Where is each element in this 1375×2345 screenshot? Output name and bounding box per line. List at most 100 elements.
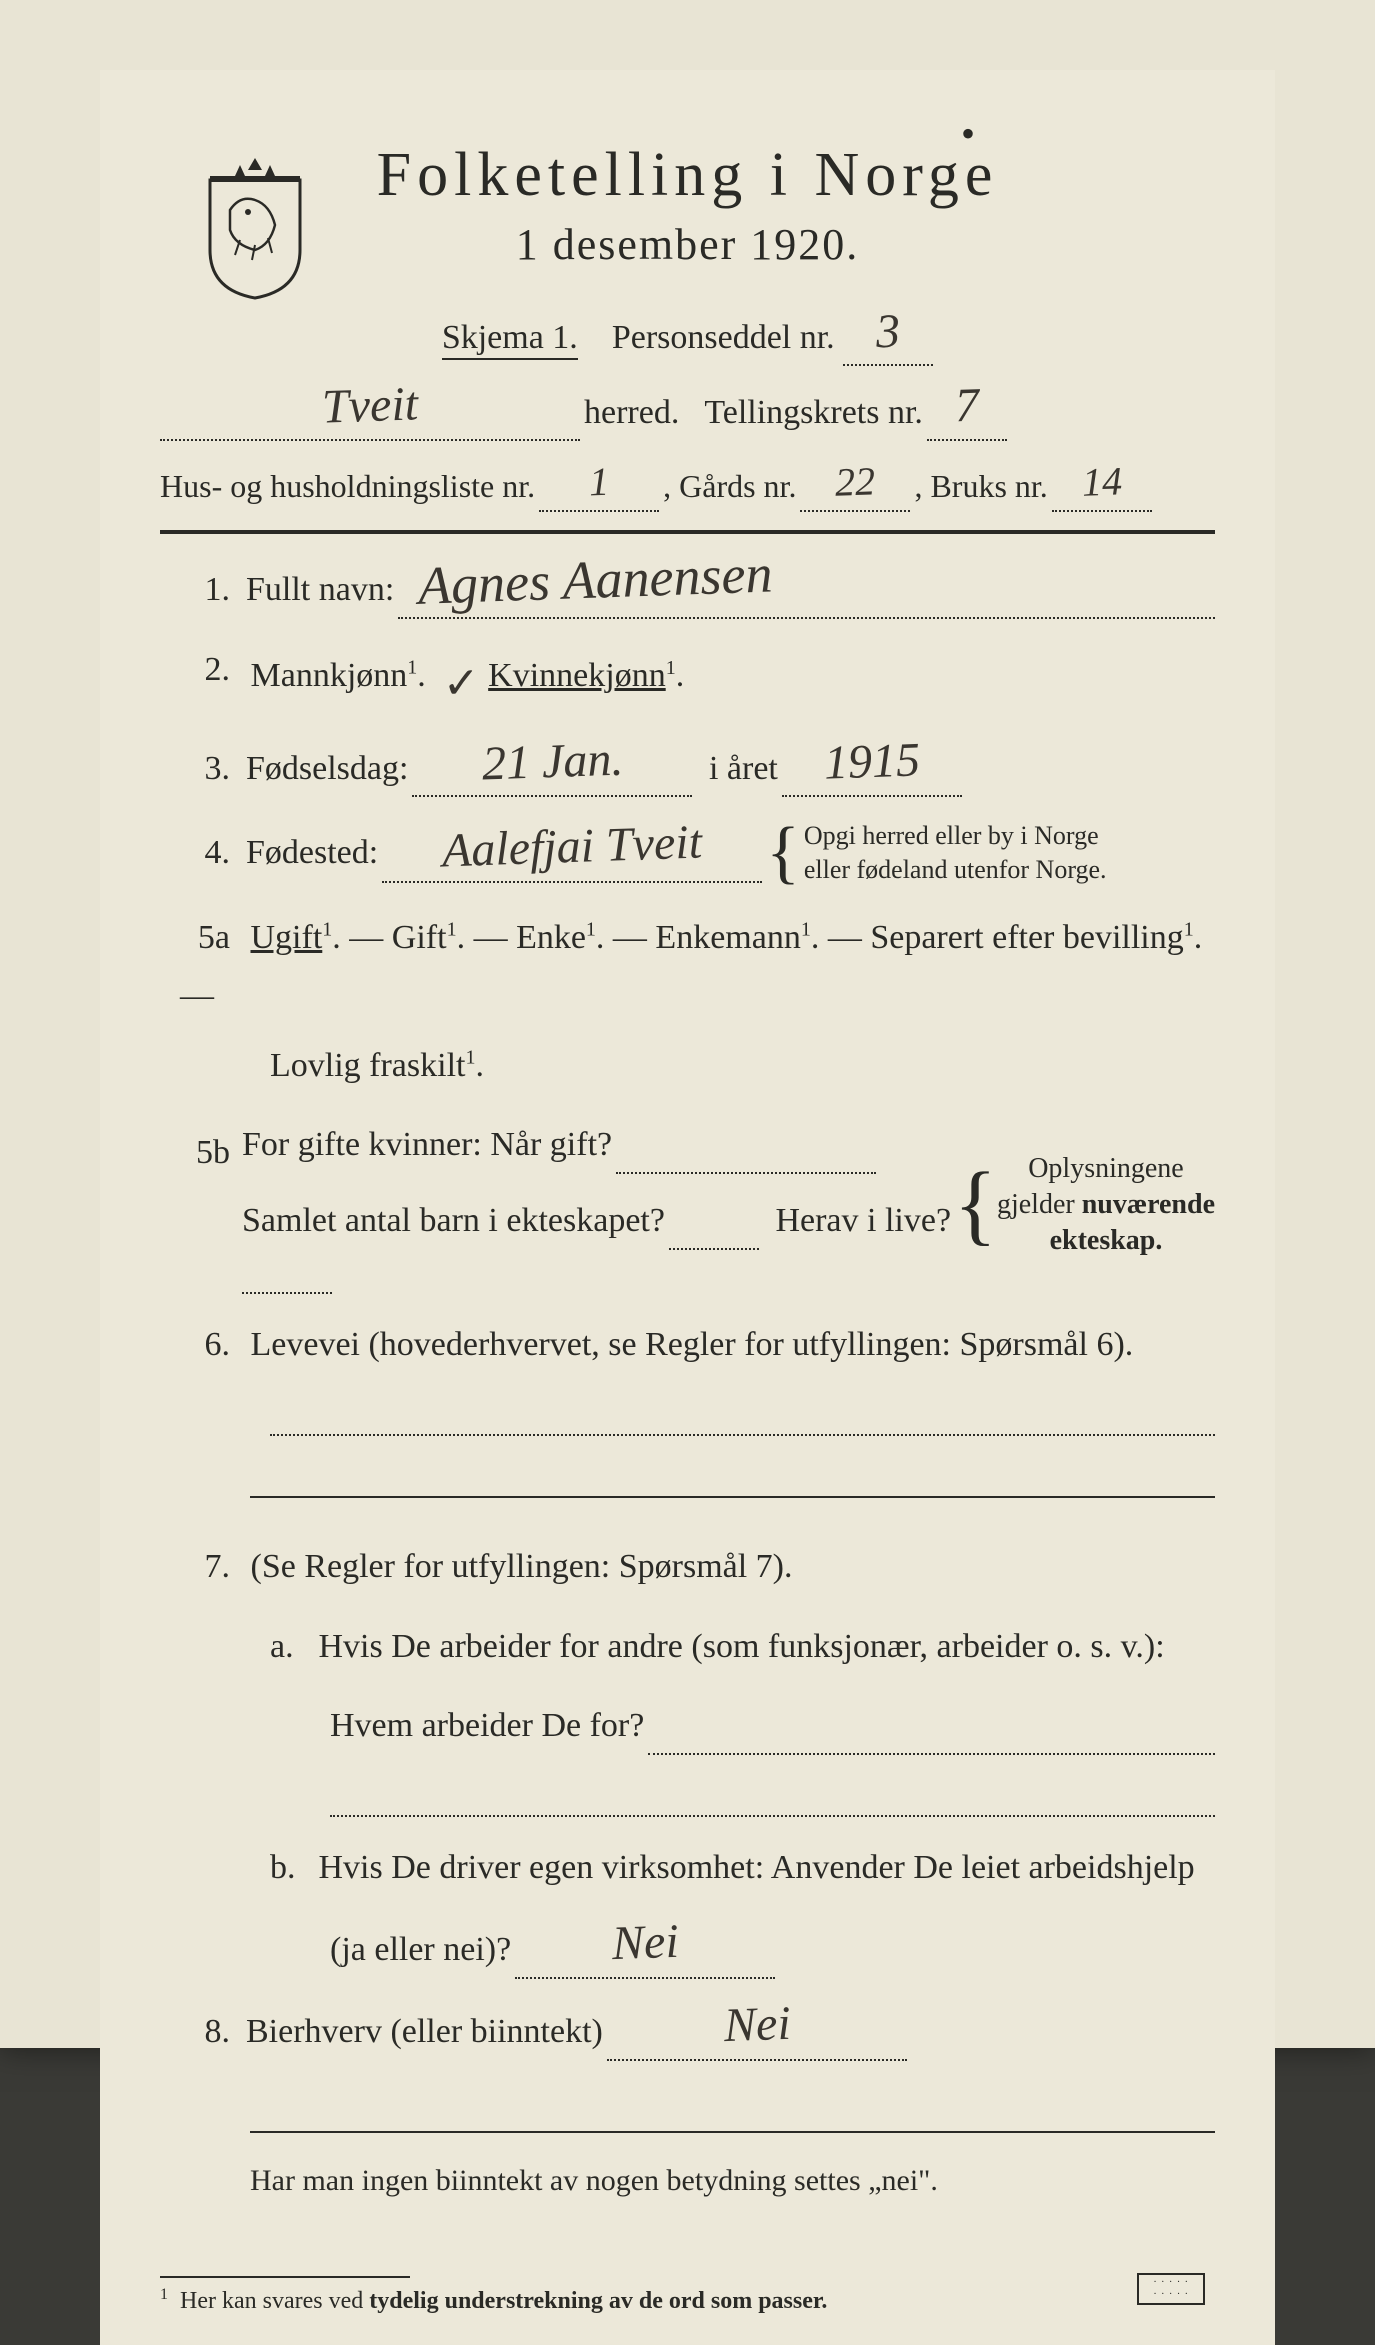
document-header: Folketelling i Norge 1 desember 1920. bbox=[160, 140, 1215, 270]
meta-row-2: Tveit herred. Tellingskrets nr. 7 bbox=[160, 384, 1215, 440]
q5b-num: 5b bbox=[180, 1124, 242, 1182]
question-2: 2. Mannkjønn1. ✓ Kvinnekjønn1. bbox=[160, 641, 1215, 716]
question-7b: b. Hvis De driver egen virksomhet: Anven… bbox=[160, 1839, 1215, 1897]
q2-kvinne: Kvinnekjønn bbox=[488, 657, 666, 694]
q5a-enke: Enke bbox=[516, 919, 586, 956]
q7-intro: (Se Regler for utfyllingen: Spørsmål 7). bbox=[251, 1548, 793, 1585]
q5b-label1: For gifte kvinner: Når gift? bbox=[242, 1116, 612, 1174]
q5b-field3 bbox=[242, 1254, 332, 1294]
question-4: 4. Fødested: Aalefjai Tveit { Opgi herre… bbox=[160, 819, 1215, 887]
q3-label: Fødselsdag: bbox=[246, 740, 408, 798]
crest-svg bbox=[200, 150, 310, 300]
question-5b: 5b For gifte kvinner: Når gift? Samlet a… bbox=[160, 1116, 1215, 1294]
q4-note: Opgi herred eller by i Norge eller fødel… bbox=[804, 819, 1107, 887]
husliste-value: 1 bbox=[589, 463, 610, 500]
q5a-num: 5a bbox=[180, 909, 242, 967]
q1-field: Agnes Aanensen bbox=[398, 556, 1215, 619]
q8-value: Nei bbox=[723, 2002, 791, 2047]
q5a-gift: Gift bbox=[392, 919, 447, 956]
q8-num: 8. bbox=[180, 2003, 242, 2061]
q3-day-value: 21 Jan. bbox=[481, 737, 624, 785]
gards-field: 22 bbox=[800, 459, 910, 512]
question-1: 1. Fullt navn: Agnes Aanensen bbox=[160, 556, 1215, 619]
q5b-label3: Herav i live? bbox=[775, 1192, 951, 1250]
q5b-line1: For gifte kvinner: Når gift? bbox=[242, 1116, 954, 1174]
meta-row-3: Hus- og husholdningsliste nr. 1 , Gårds … bbox=[160, 459, 1215, 512]
q1-label: Fullt navn: bbox=[246, 561, 394, 619]
q5b-field1 bbox=[616, 1134, 876, 1174]
q6-label: Levevei (hovederhvervet, se Regler for u… bbox=[251, 1326, 1134, 1363]
footnote-text2: tydelig understrekning av de ord som pas… bbox=[369, 2288, 827, 2314]
question-7: 7. (Se Regler for utfyllingen: Spørsmål … bbox=[160, 1538, 1215, 1596]
tellingskrets-label: Tellingskrets nr. bbox=[704, 386, 923, 440]
q5a-enkemann: Enkemann bbox=[655, 919, 800, 956]
q4-value: Aalefjai Tveit bbox=[442, 821, 703, 873]
tellingskrets-field: 7 bbox=[927, 384, 1007, 440]
printer-stamp: · · · · ·· · · · · bbox=[1137, 2273, 1205, 2305]
footnote-marker: 1 bbox=[160, 2286, 168, 2303]
bottom-note: Har man ingen biinntekt av nogen betydni… bbox=[160, 2155, 1215, 2206]
divider-1 bbox=[160, 530, 1215, 534]
q6-blank1 bbox=[160, 1396, 1215, 1436]
q7a-num: a. bbox=[270, 1618, 310, 1676]
q5a-ugift: Ugift bbox=[251, 919, 323, 956]
divider-bottom bbox=[250, 2131, 1215, 2133]
q3-year-field: 1915 bbox=[782, 738, 962, 798]
herred-field: Tveit bbox=[160, 384, 580, 440]
q5b-line2: Samlet antal barn i ekteskapet? Herav i … bbox=[242, 1192, 954, 1294]
footnote-text1: Her kan svares ved bbox=[180, 2288, 369, 2314]
q4-note-line1: Opgi herred eller by i Norge bbox=[804, 821, 1099, 850]
q7b-field: Nei bbox=[515, 1919, 775, 1979]
paper-surface: • Folketelling i Norge 1 desember 1920. … bbox=[100, 70, 1275, 2345]
bruks-label: , Bruks nr. bbox=[914, 461, 1047, 512]
q7b-text1: Hvis De driver egen virksomhet: Anvender… bbox=[319, 1849, 1195, 1886]
document-title: Folketelling i Norge bbox=[160, 140, 1215, 211]
question-7a: a. Hvis De arbeider for andre (som funks… bbox=[160, 1618, 1215, 1676]
q7a-text2: Hvem arbeider De for? bbox=[330, 1697, 644, 1755]
q5b-note: Oplysningene gjelder nuværende ekteskap. bbox=[997, 1151, 1215, 1260]
q4-field: Aalefjai Tveit bbox=[382, 823, 762, 883]
q7a-field bbox=[648, 1715, 1215, 1755]
q3-day-field: 21 Jan. bbox=[412, 738, 692, 798]
bruks-field: 14 bbox=[1052, 459, 1152, 512]
gards-value: 22 bbox=[835, 463, 876, 500]
q4-bracket: { bbox=[766, 825, 800, 881]
q5b-note3: ekteskap. bbox=[1050, 1225, 1163, 1256]
footnote-area: 1 Her kan svares ved tydelig understrekn… bbox=[160, 2266, 1215, 2315]
personseddel-nr-value: 3 bbox=[875, 310, 900, 354]
personseddel-label: Personseddel nr. bbox=[612, 319, 835, 356]
q1-num: 1. bbox=[180, 561, 242, 619]
skjema-label: Skjema 1. bbox=[442, 319, 578, 360]
herred-value: Tveit bbox=[321, 383, 418, 430]
personseddel-nr-field: 3 bbox=[843, 310, 933, 366]
q7-num: 7. bbox=[180, 1538, 242, 1596]
q3-num: 3. bbox=[180, 740, 242, 798]
q6-line bbox=[250, 1496, 1215, 1498]
q4-label: Fødested: bbox=[246, 824, 378, 882]
q8-field: Nei bbox=[607, 2001, 907, 2061]
question-6: 6. Levevei (hovederhvervet, se Regler fo… bbox=[160, 1316, 1215, 1374]
q7b-text2: (ja eller nei)? bbox=[330, 1921, 511, 1979]
q5b-note2: gjelder nuværende bbox=[997, 1189, 1215, 1220]
question-7b-line2: (ja eller nei)? Nei bbox=[160, 1919, 1215, 1979]
q5b-note1: Oplysningene bbox=[1028, 1153, 1184, 1184]
question-7a-line2: Hvem arbeider De for? bbox=[160, 1697, 1215, 1755]
coat-of-arms-icon bbox=[200, 150, 310, 300]
gards-label: , Gårds nr. bbox=[663, 461, 796, 512]
question-5a-cont: Lovlig fraskilt1. bbox=[160, 1037, 1215, 1095]
q7a-text1: Hvis De arbeider for andre (som funksjon… bbox=[319, 1628, 1165, 1665]
q4-num: 4. bbox=[180, 824, 242, 882]
q5a-fraskilt: Lovlig fraskilt bbox=[270, 1047, 465, 1084]
q5b-body: For gifte kvinner: Når gift? Samlet anta… bbox=[242, 1116, 954, 1294]
question-3: 3. Fødselsdag: 21 Jan. i året 1915 bbox=[160, 738, 1215, 798]
herred-label: herred. bbox=[584, 386, 679, 440]
q5b-brace: { bbox=[954, 1169, 997, 1241]
question-8: 8. Bierhverv (eller biinntekt) Nei bbox=[160, 2001, 1215, 2061]
q2-mann: Mannkjønn1. bbox=[251, 657, 426, 694]
husliste-label: Hus- og husholdningsliste nr. bbox=[160, 461, 535, 512]
q5b-field2 bbox=[669, 1210, 759, 1250]
footnote-rule bbox=[160, 2276, 410, 2278]
q4-note-line2: eller fødeland utenfor Norge. bbox=[804, 855, 1107, 884]
q7a-field2 bbox=[330, 1777, 1215, 1817]
q8-label: Bierhverv (eller biinntekt) bbox=[246, 2003, 603, 2061]
